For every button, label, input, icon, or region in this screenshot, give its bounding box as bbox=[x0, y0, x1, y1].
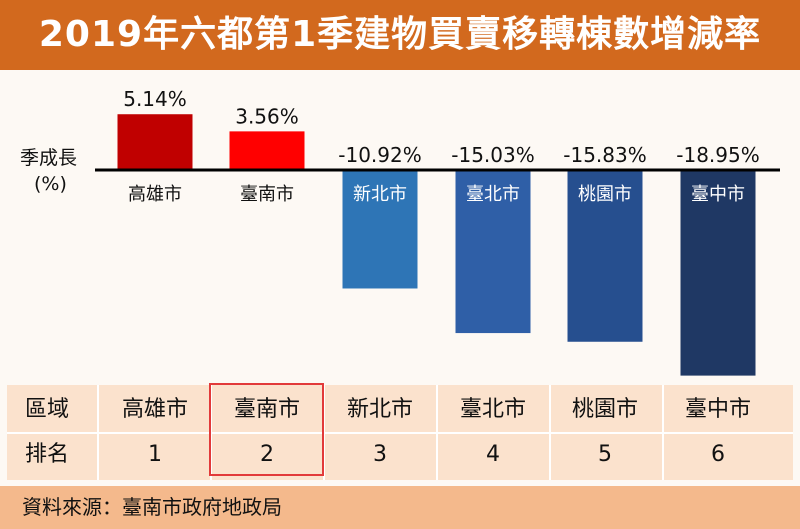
table-col-divider bbox=[210, 385, 212, 480]
source-text: 資料來源：臺南市政府地政局 bbox=[22, 495, 282, 519]
y-axis-label-unit: (%) bbox=[34, 173, 67, 195]
value-label-5: -15.83% bbox=[563, 143, 646, 167]
bar-1 bbox=[117, 114, 193, 170]
bar-5 bbox=[567, 170, 643, 342]
bar-chart: 5.14% 3.56% -10.92% -15.03% -15.83% -18.95% 高雄… bbox=[95, 87, 780, 376]
table-cell-rank-1: 1 bbox=[148, 442, 162, 467]
table-cell-rank-2: 2 bbox=[260, 442, 274, 467]
category-label-4: 臺北市 bbox=[466, 184, 520, 205]
y-axis-label: 季成長 (%) bbox=[20, 145, 100, 197]
value-label-4: -15.03% bbox=[451, 143, 534, 167]
bar-2 bbox=[229, 131, 305, 170]
table-cell-region-4: 臺北市 bbox=[459, 397, 526, 422]
y-axis-label-text: 季成長 bbox=[20, 147, 78, 169]
category-label-1: 高雄市 bbox=[128, 184, 182, 205]
category-label-2: 臺南市 bbox=[240, 184, 294, 205]
table-cell-region-1: 高雄市 bbox=[121, 397, 188, 422]
value-label-3: -10.92% bbox=[338, 143, 421, 167]
bar-3 bbox=[342, 170, 418, 289]
ranking-table: 區域排名 高雄市 臺南市 新北市 臺北市 桃園市 臺中市 1 2 3 4 5 6 bbox=[7, 385, 793, 480]
table-cell-region-3: 新北市 bbox=[346, 397, 413, 422]
table-col-divider bbox=[436, 385, 438, 480]
table-header-rank: 排名 bbox=[25, 442, 70, 467]
table-cell-rank-6: 6 bbox=[711, 442, 725, 467]
value-label-1: 5.14% bbox=[123, 87, 187, 111]
value-label-6: -18.95% bbox=[676, 143, 759, 167]
table-header-region: 區域 bbox=[25, 397, 70, 422]
bar-4 bbox=[455, 170, 531, 334]
source-bar: 資料來源：臺南市政府地政局 bbox=[0, 486, 800, 529]
highlight-box bbox=[209, 383, 324, 476]
table-cell-rank-4: 4 bbox=[486, 442, 500, 467]
bar-6 bbox=[680, 170, 756, 376]
table-row-divider bbox=[7, 432, 793, 434]
category-label-5: 桃園市 bbox=[578, 184, 632, 205]
chart-title: 2019年六都第1季建物買賣移轉棟數增減率 bbox=[38, 14, 762, 55]
table-cell-region-2: 臺南市 bbox=[233, 397, 300, 422]
table-cell-region-6: 臺中市 bbox=[684, 397, 751, 422]
table-col-divider bbox=[323, 385, 325, 480]
table-col-divider bbox=[97, 385, 99, 480]
table-cell-rank-5: 5 bbox=[598, 442, 612, 467]
category-label-3: 新北市 bbox=[353, 184, 407, 205]
title-bar: 2019年六都第1季建物買賣移轉棟數增減率 bbox=[0, 0, 800, 70]
table-col-divider bbox=[662, 385, 664, 480]
value-label-2: 3.56% bbox=[235, 104, 299, 128]
table-cell-region-5: 桃園市 bbox=[571, 397, 638, 422]
table-cell-rank-3: 3 bbox=[373, 442, 387, 467]
table-col-divider bbox=[549, 385, 551, 480]
category-label-6: 臺中市 bbox=[691, 184, 745, 205]
